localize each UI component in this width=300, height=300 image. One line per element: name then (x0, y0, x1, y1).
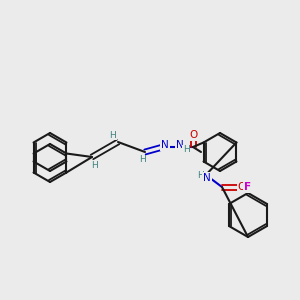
Text: N: N (176, 140, 184, 150)
Text: N: N (161, 140, 169, 150)
Text: O: O (189, 130, 197, 140)
Text: H: H (196, 170, 203, 179)
Text: N: N (203, 173, 211, 183)
Text: O: O (238, 182, 246, 192)
Text: H: H (110, 130, 116, 140)
Text: F: F (244, 182, 252, 192)
Text: H: H (92, 160, 98, 169)
Text: H: H (139, 155, 145, 164)
Text: H: H (183, 146, 189, 154)
